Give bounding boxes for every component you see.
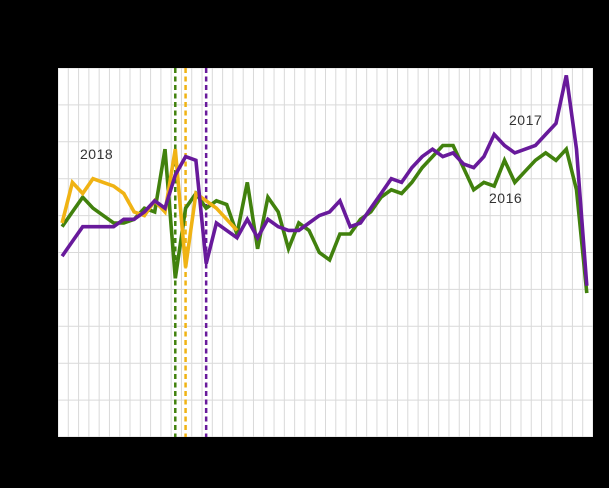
series-label-2016: 2016: [489, 190, 523, 206]
line-chart: [58, 68, 593, 437]
series-label-2018: 2018: [80, 146, 114, 162]
plot-area: 2018 2017 2016: [58, 68, 593, 437]
series-label-2017: 2017: [509, 112, 543, 128]
